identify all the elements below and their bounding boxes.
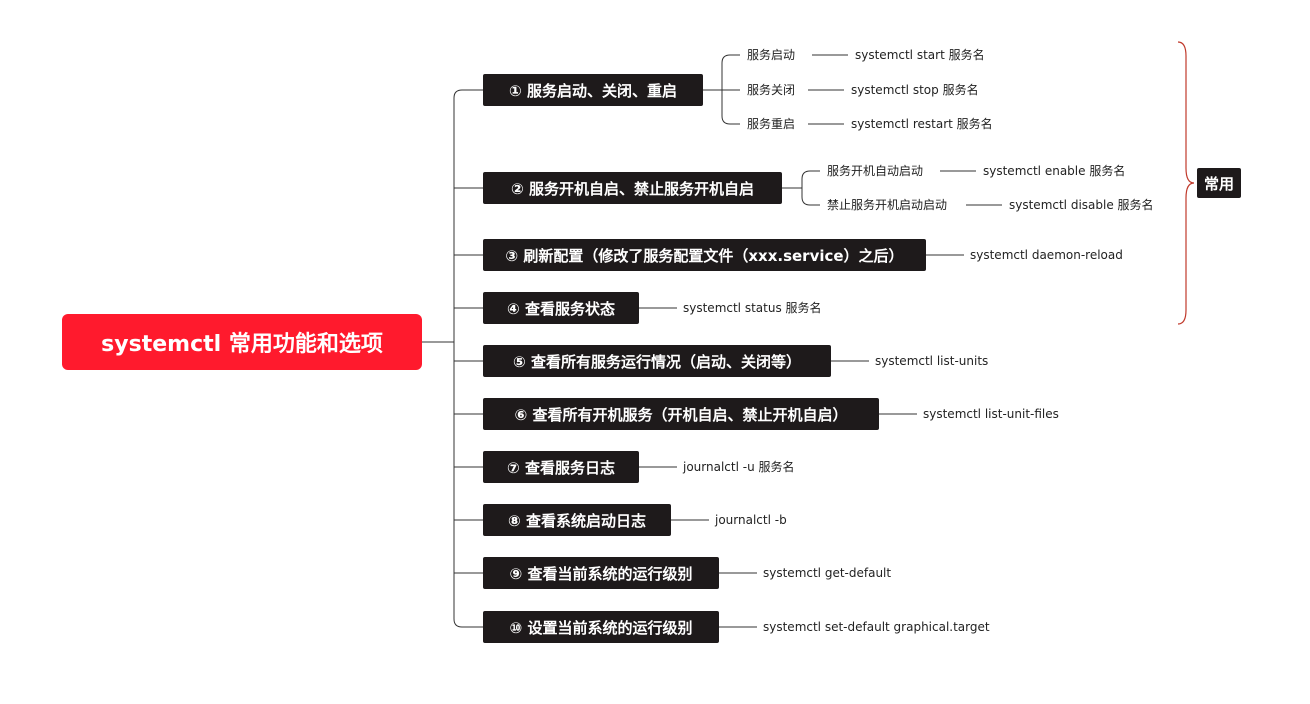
command-text: systemctl restart 服务名 — [851, 117, 993, 131]
branch-node: ⑧ 查看系统启动日志 — [483, 504, 671, 536]
command-text: systemctl enable 服务名 — [983, 164, 1126, 178]
command-text: systemctl daemon-reload — [970, 248, 1123, 262]
branch2-fork-vertical — [801, 170, 820, 206]
branch-node: ⑦ 查看服务日志 — [483, 451, 639, 483]
branch-node: ① 服务启动、关闭、重启 — [483, 74, 703, 106]
branch-node: ② 服务开机自启、禁止服务开机自启 — [483, 172, 782, 204]
sub-node-label: 服务开机自动启动 — [827, 164, 924, 178]
group-brace — [1177, 41, 1195, 325]
command-text: systemctl list-unit-files — [923, 407, 1059, 421]
sub-node-label: 服务关闭 — [747, 83, 796, 97]
command-text: systemctl list-units — [875, 354, 989, 368]
command-text: journalctl -u 服务名 — [683, 460, 795, 474]
branch-node: ⑩ 设置当前系统的运行级别 — [483, 611, 719, 643]
branch-node: ⑨ 查看当前系统的运行级别 — [483, 557, 719, 589]
command-text: systemctl start 服务名 — [855, 48, 985, 62]
branch-node: ⑥ 查看所有开机服务（开机自启、禁止开机自启） — [483, 398, 879, 430]
command-text: systemctl stop 服务名 — [851, 83, 979, 97]
root-node: systemctl 常用功能和选项 — [62, 314, 422, 370]
command-text: systemctl get-default — [763, 566, 892, 580]
trunk-line — [453, 89, 483, 628]
command-text: systemctl disable 服务名 — [1009, 198, 1154, 212]
command-text: journalctl -b — [715, 513, 787, 527]
branch-node: ④ 查看服务状态 — [483, 292, 639, 324]
command-text: systemctl status 服务名 — [683, 301, 822, 315]
sub-node-label: 服务重启 — [747, 117, 796, 131]
branch-node: ③ 刷新配置（修改了服务配置文件（xxx.service）之后） — [483, 239, 926, 271]
sub-node-label: 禁止服务开机启动启动 — [827, 198, 948, 212]
branch-node: ⑤ 查看所有服务运行情况（启动、关闭等） — [483, 345, 831, 377]
group-tag: 常用 — [1197, 168, 1241, 198]
sub-node-label: 服务启动 — [747, 48, 796, 62]
command-text: systemctl set-default graphical.target — [763, 620, 990, 634]
